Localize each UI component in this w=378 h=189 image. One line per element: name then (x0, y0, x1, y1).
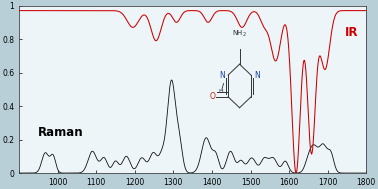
Text: NH$_2$: NH$_2$ (232, 29, 247, 39)
Text: Raman: Raman (38, 126, 84, 139)
Text: IR: IR (345, 26, 359, 39)
Text: N: N (254, 70, 260, 80)
Text: O: O (209, 92, 215, 101)
Text: H: H (218, 89, 223, 94)
Text: N: N (219, 70, 225, 80)
FancyBboxPatch shape (19, 6, 366, 173)
